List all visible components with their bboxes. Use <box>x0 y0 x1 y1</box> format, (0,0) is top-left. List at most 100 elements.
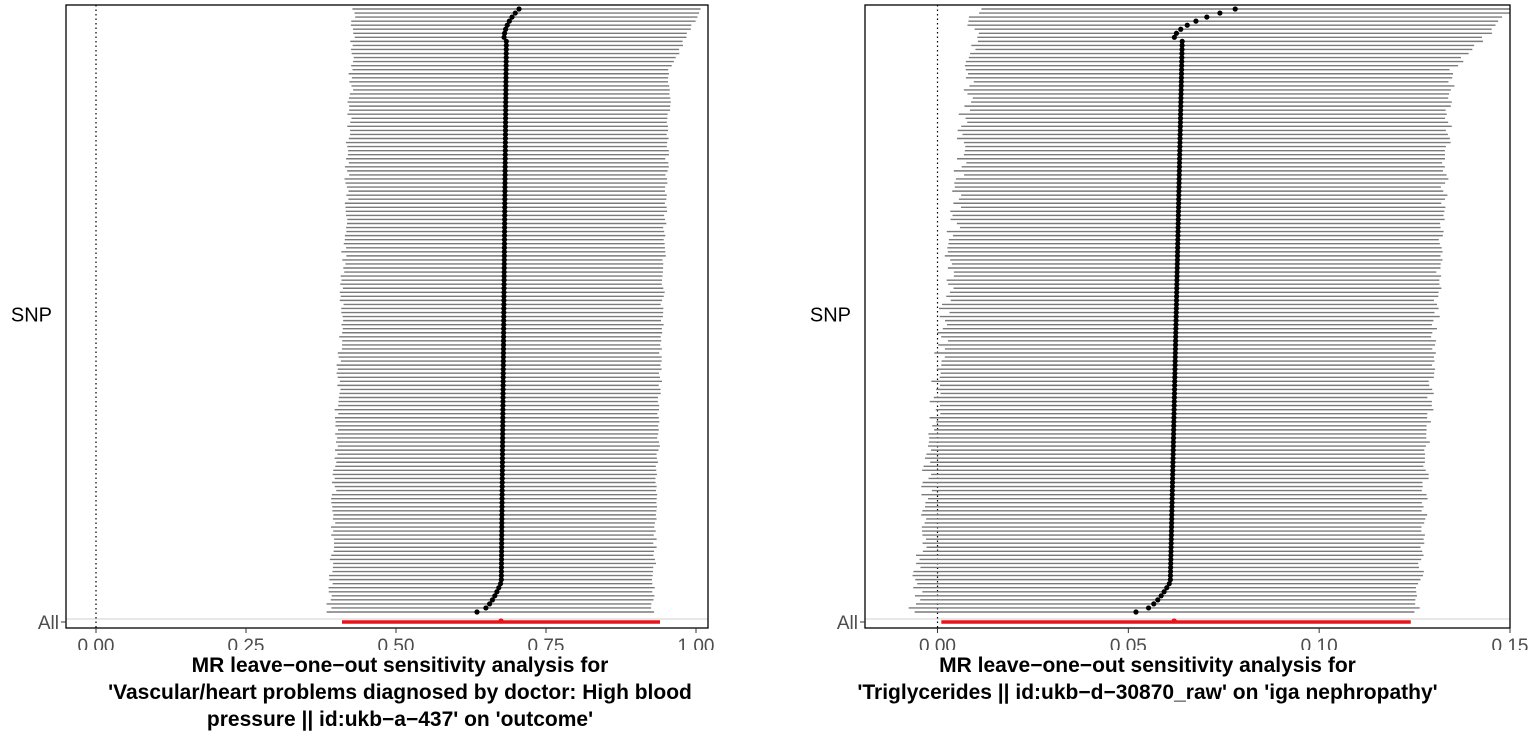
snp-estimate-point <box>1169 475 1176 482</box>
x-tick-label: 0.10 <box>1301 636 1338 650</box>
snp-estimate-point <box>1232 6 1238 12</box>
snp-estimate-point <box>502 192 508 198</box>
snp-estimate-point <box>1179 63 1185 69</box>
x-tick-label: 1.00 <box>678 636 715 650</box>
snp-estimate-point <box>1171 427 1177 433</box>
snp-estimate-point <box>1161 589 1167 595</box>
right-caption-line-2: 'Triglycerides || id:ukb−d−30870_raw' on… <box>857 681 1438 704</box>
snp-estimate-point <box>1168 524 1175 530</box>
snp-estimate-point <box>1175 204 1182 210</box>
snp-estimate-point <box>502 152 508 158</box>
snp-estimate-point <box>500 338 507 344</box>
snp-estimate-point <box>499 496 505 502</box>
snp-estimate-point <box>489 597 496 603</box>
snp-estimate-point <box>500 378 506 384</box>
snp-estimate-point <box>1204 14 1210 20</box>
snp-estimate-point <box>1171 423 1177 429</box>
snp-estimate-point <box>500 362 506 368</box>
snp-estimate-point <box>1172 358 1178 364</box>
snp-estimate-point <box>499 459 506 465</box>
snp-estimate-point <box>1171 415 1177 421</box>
left-plot-area: 0.00 0.25 0.50 0.75 1.00 All SNP <box>11 4 715 657</box>
snp-estimate-point <box>500 358 506 364</box>
snp-estimate-point <box>500 403 506 409</box>
snp-estimate-point <box>1171 419 1177 425</box>
snp-estimate-point <box>1174 285 1180 291</box>
snp-estimate-point <box>1176 192 1182 198</box>
snp-estimate-point <box>500 427 506 433</box>
snp-estimate-point <box>1174 261 1180 267</box>
snp-estimate-point <box>1164 585 1170 591</box>
snp-estimate-point <box>499 455 506 461</box>
snp-estimate-point <box>503 87 509 93</box>
snp-estimate-point <box>1173 30 1180 36</box>
right-caption-line-1: MR leave−one−out sensitivity analysis fo… <box>939 654 1356 677</box>
snp-estimate-point <box>1169 504 1175 510</box>
snp-estimate-point <box>503 59 509 65</box>
snp-estimate-point <box>1172 382 1178 388</box>
snp-estimate-point <box>503 95 509 101</box>
snp-estimate-point <box>1173 318 1179 324</box>
snp-estimate-point <box>498 564 505 571</box>
snp-estimate-point <box>1176 168 1182 174</box>
snp-points <box>1133 6 1238 615</box>
x-tick-label: 0.75 <box>528 636 565 650</box>
snp-estimate-point <box>499 532 505 538</box>
snp-estimate-point <box>501 277 507 283</box>
snp-estimate-point <box>1166 581 1172 587</box>
snp-estimate-point <box>1170 431 1177 437</box>
snp-estimate-point <box>1175 245 1181 251</box>
snp-estimate-point <box>503 54 509 61</box>
snp-estimate-point <box>1172 350 1178 356</box>
snp-estimate-point <box>500 407 506 413</box>
snp-estimate-point <box>492 593 498 599</box>
snp-estimate-point <box>499 439 506 445</box>
snp-estimate-point <box>1168 532 1174 538</box>
snp-estimate-point <box>1175 224 1181 231</box>
snp-estimate-point <box>501 253 507 259</box>
snp-estimate-point <box>502 212 508 218</box>
snp-estimate-point <box>498 568 504 575</box>
snp-estimate-point <box>1176 176 1182 182</box>
snp-estimate-point <box>502 204 508 210</box>
x-tick-label: 0.50 <box>378 636 415 650</box>
snp-estimate-point <box>501 322 507 328</box>
all-estimate-point <box>1171 618 1177 624</box>
snp-estimate-point <box>506 18 512 24</box>
snp-estimate-point <box>501 309 507 316</box>
snp-estimate-point <box>1168 544 1174 550</box>
snp-estimate-point <box>1179 42 1185 49</box>
snp-estimate-point <box>1174 289 1180 295</box>
snp-estimate-point <box>499 451 506 457</box>
snp-estimate-point <box>498 548 505 554</box>
snp-estimate-point <box>499 483 505 490</box>
snp-estimate-point <box>502 184 508 190</box>
snp-estimate-point <box>499 540 505 546</box>
snp-estimate-point <box>1171 394 1177 401</box>
snp-estimate-point <box>1169 483 1176 490</box>
snp-estimate-point <box>1155 597 1161 603</box>
snp-estimate-point <box>500 366 506 372</box>
snp-estimate-point <box>501 326 507 332</box>
snp-estimate-point <box>483 605 489 611</box>
snp-estimate-point <box>494 589 500 595</box>
snp-estimate-point <box>501 261 507 267</box>
x-tick-label: 0.00 <box>78 636 115 650</box>
snp-estimate-point <box>503 75 509 81</box>
snp-estimate-point <box>1172 366 1178 372</box>
snp-estimate-point <box>1169 520 1175 526</box>
snp-estimate-point <box>1177 119 1184 125</box>
snp-estimate-point <box>500 423 506 429</box>
snp-estimate-point <box>500 398 506 405</box>
snp-estimate-point <box>1173 338 1179 344</box>
snp-estimate-point <box>503 83 509 89</box>
snp-estimate-point <box>1170 463 1176 469</box>
snp-estimate-point <box>1168 560 1174 567</box>
snp-estimate-point <box>1172 354 1178 360</box>
snp-estimate-point <box>1170 447 1176 453</box>
snp-estimate-point <box>1178 95 1184 101</box>
snp-estimate-point <box>1171 403 1177 409</box>
snp-estimate-point <box>498 552 505 558</box>
snp-estimate-point <box>503 99 509 105</box>
snp-estimate-point <box>502 156 508 162</box>
